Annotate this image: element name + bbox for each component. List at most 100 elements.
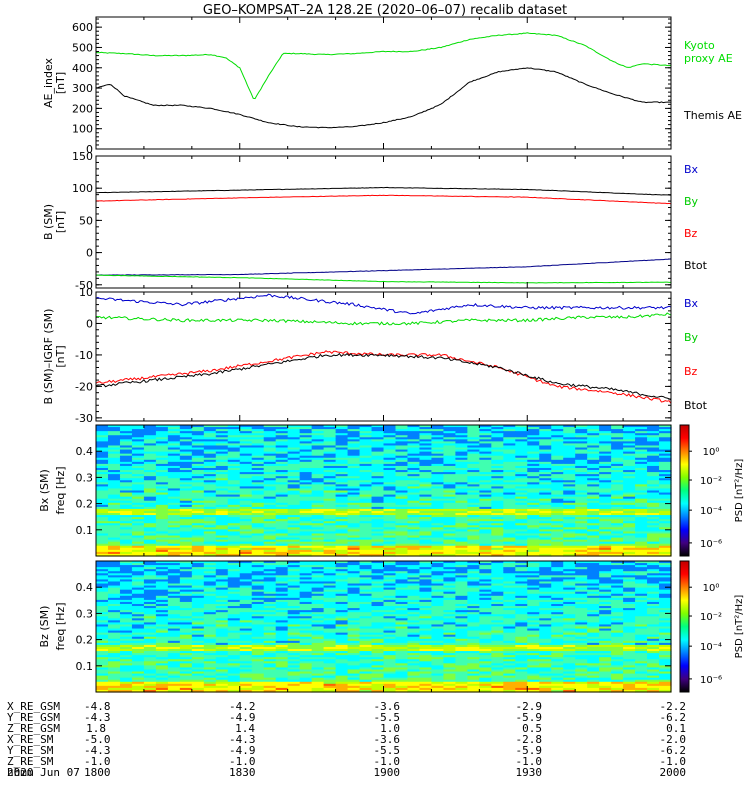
spectrogram-cell (167, 488, 181, 492)
spectrogram-cell (659, 575, 672, 578)
spectrogram-cell (119, 620, 133, 624)
spectrogram-cell (515, 451, 528, 455)
spectrogram-cell (455, 547, 468, 551)
spectrogram-cell (215, 626, 229, 630)
spectrogram-cell (395, 551, 409, 555)
spectrogram-cell (191, 470, 205, 473)
spectrogram-cell (263, 585, 277, 589)
spectrogram-cell (419, 480, 433, 483)
spectrogram-cell (167, 579, 181, 583)
spectrogram-cell (515, 543, 528, 547)
spectrogram-cell (131, 597, 145, 601)
spectrogram-cell (623, 431, 636, 434)
spectrogram-cell (395, 427, 409, 430)
spectrogram-cell (647, 461, 660, 465)
spectrogram-cell (503, 451, 516, 455)
spectrogram-cell (371, 476, 385, 479)
spectrogram-cell (155, 470, 169, 473)
spectrogram-cell (635, 543, 648, 547)
spectrogram-cell (599, 515, 612, 518)
spectrogram-cell (383, 543, 397, 547)
spectrogram-cell (443, 589, 456, 593)
spectrogram-cell (323, 433, 337, 436)
spectrogram-cell (587, 478, 600, 481)
spectrogram-cell (191, 537, 205, 541)
spectrogram-cell (203, 565, 217, 568)
spectrogram-cell (311, 476, 325, 479)
spectrogram-cell (323, 535, 337, 539)
spectrogram-cell (347, 472, 361, 475)
spectrogram-cell (467, 502, 480, 506)
spectrogram-cell (275, 622, 289, 626)
spectrogram-cell (503, 429, 516, 432)
spectrogram-cell (599, 561, 612, 564)
spectrogram-cell (227, 500, 241, 504)
spectrogram-cell (467, 571, 480, 574)
spectrogram-cell (239, 549, 253, 553)
spectrogram-cell (311, 465, 325, 469)
spectrogram-cell (479, 525, 492, 528)
spectrogram-cell (395, 465, 409, 469)
spectrogram-cell (191, 523, 205, 526)
spectrogram-cell (479, 561, 492, 564)
spectrogram-cell (659, 433, 672, 436)
spectrogram-cell (407, 595, 421, 599)
spectrogram-cell (383, 608, 397, 611)
spectrogram-cell (575, 429, 588, 432)
spectrogram-cell (479, 427, 492, 430)
spectrogram-cell (167, 443, 181, 447)
spectrogram-cell (551, 612, 564, 615)
spectrogram-cell (443, 603, 456, 607)
spectrogram-cell (239, 429, 253, 432)
spectrogram-cell (659, 510, 672, 514)
spectrogram-cell (563, 465, 576, 469)
spectrogram-cell (611, 535, 624, 539)
spectrogram-cell (647, 622, 660, 626)
spectrogram-cell (383, 506, 397, 510)
spectrogram-cell (96, 431, 109, 434)
spectrogram-cell (515, 474, 528, 477)
spectrogram-cell (623, 513, 636, 516)
spectrogram-cell (359, 515, 373, 518)
spectrogram-cell (575, 467, 588, 471)
spectrogram-cell (647, 521, 660, 524)
spectrogram-cell (479, 451, 492, 455)
spectrogram-cell (323, 482, 337, 485)
spectrogram-cell (179, 579, 193, 583)
spectrogram-cell (251, 523, 265, 526)
spectrogram-cell (431, 606, 444, 609)
spectrogram-cell (599, 525, 612, 528)
spectrogram-cell (191, 484, 205, 488)
spectrogram-cell (167, 624, 181, 628)
spectrogram-cell (503, 539, 516, 543)
spectrogram-cell (347, 585, 361, 589)
spectrogram-cell (96, 486, 109, 490)
spectrogram-cell (611, 589, 624, 593)
spectrogram-cell (407, 457, 421, 461)
spectrogram-cell (119, 480, 133, 483)
spectrogram-cell (383, 521, 397, 524)
spectrogram-cell (611, 429, 624, 432)
spectrogram-cell (515, 575, 528, 578)
spectrogram-cell (527, 510, 540, 514)
spectrogram-cell (539, 587, 552, 591)
spectrogram-cell (215, 508, 229, 512)
spectrogram-cell (191, 541, 205, 545)
spectrogram-cell (431, 486, 444, 490)
spectrogram-cell (263, 535, 277, 539)
spectrogram-cell (203, 626, 217, 630)
spectrogram-cell (311, 455, 325, 459)
spectrogram-cell (155, 618, 169, 621)
spectrogram-cell (575, 486, 588, 490)
spectrogram-cell (467, 595, 480, 599)
spectrogram-cell (635, 510, 648, 514)
spectrogram-cell (179, 443, 193, 447)
spectrogram-cell (323, 441, 337, 445)
spectrogram-cell (527, 620, 540, 624)
spectrogram-cell (263, 455, 277, 459)
spectrogram-cell (107, 616, 121, 619)
spectrogram-cell (167, 457, 181, 461)
spectrogram-cell (635, 447, 648, 451)
spectrogram-cell (479, 506, 492, 510)
spectrogram-cell (659, 461, 672, 465)
